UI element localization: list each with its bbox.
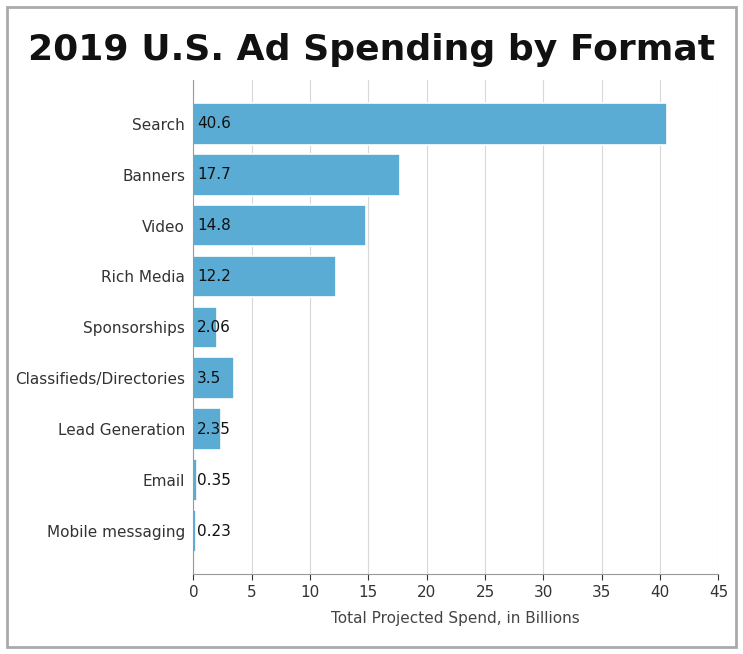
Text: 12.2: 12.2	[197, 269, 230, 284]
Text: 2.35: 2.35	[197, 422, 231, 437]
Text: 40.6: 40.6	[197, 116, 231, 131]
Bar	[193, 459, 198, 501]
Text: 2.06: 2.06	[197, 320, 231, 335]
Bar	[193, 510, 196, 552]
Bar	[193, 408, 221, 450]
Text: 17.7: 17.7	[197, 167, 230, 182]
Bar	[193, 358, 234, 399]
Bar	[193, 307, 218, 349]
Bar	[193, 103, 667, 145]
Text: 2019 U.S. Ad Spending by Format: 2019 U.S. Ad Spending by Format	[28, 33, 715, 67]
Bar	[193, 154, 400, 196]
Text: 3.5: 3.5	[197, 371, 221, 386]
Text: 0.23: 0.23	[197, 524, 231, 538]
X-axis label: Total Projected Spend, in Billions: Total Projected Spend, in Billions	[331, 611, 580, 626]
Text: 0.35: 0.35	[197, 473, 231, 488]
Bar	[193, 205, 366, 247]
Bar	[193, 256, 336, 298]
Text: 14.8: 14.8	[197, 218, 230, 233]
